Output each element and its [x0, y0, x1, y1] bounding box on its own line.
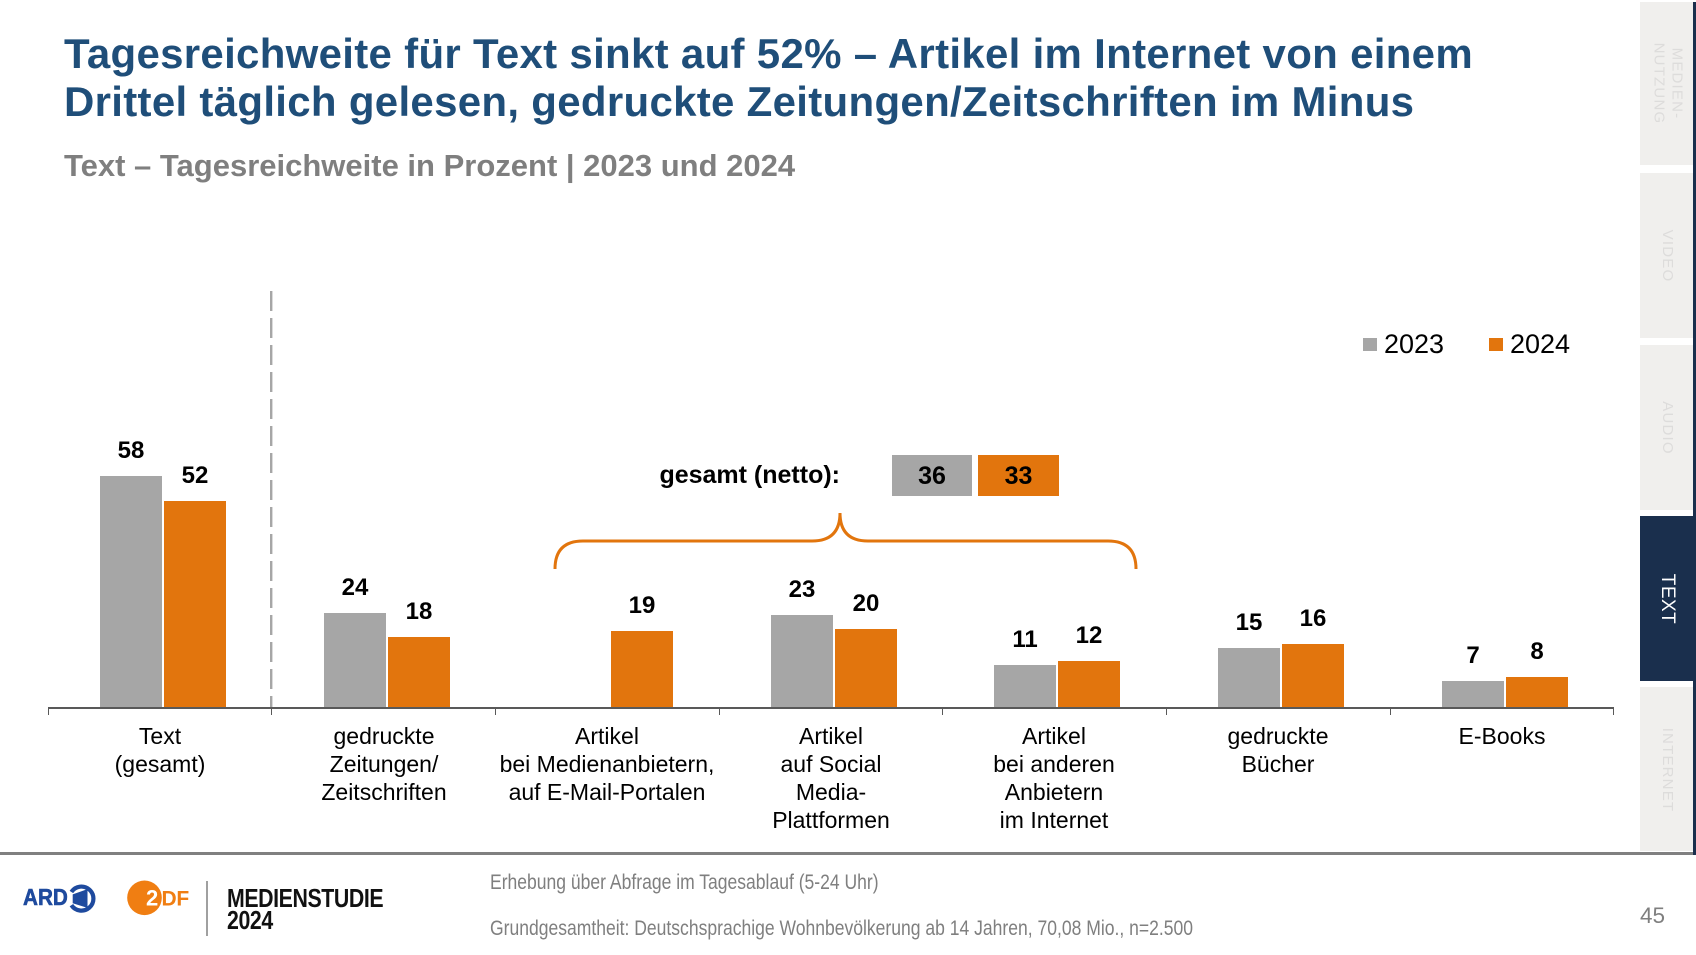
svg-text:2: 2 [146, 886, 158, 911]
svg-text:DF: DF [162, 888, 190, 911]
